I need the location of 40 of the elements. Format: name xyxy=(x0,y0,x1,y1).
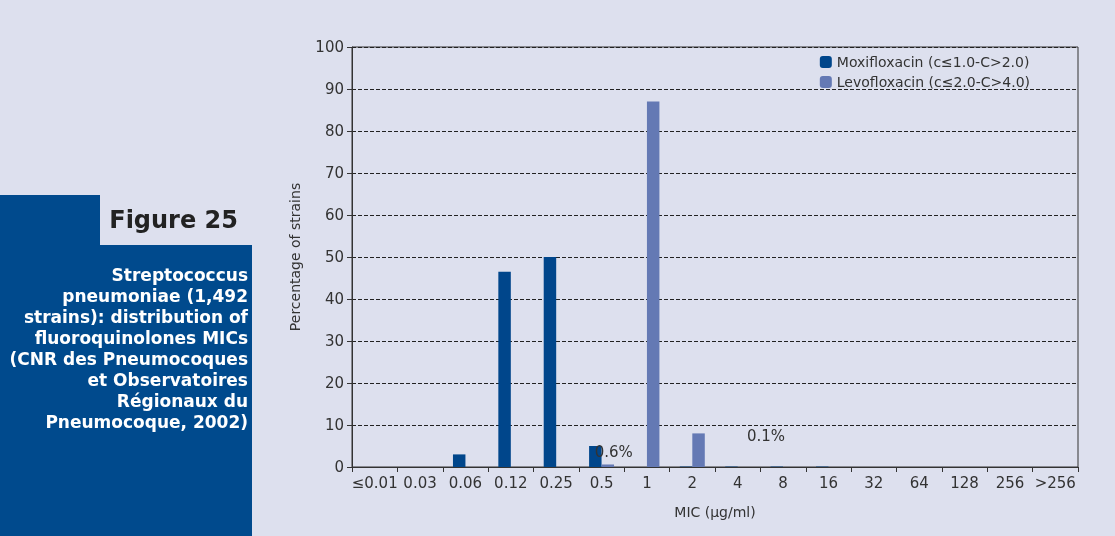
y-tick-label: 40 xyxy=(324,290,344,308)
legend-label: Levofloxacin (c≤2.0-C>4.0) xyxy=(836,74,1030,90)
x-tick-label: ≤0.01 xyxy=(351,473,398,492)
x-tick-label: 0.25 xyxy=(539,473,573,492)
x-tick-label: 64 xyxy=(909,473,929,492)
x-tick-label: 0.03 xyxy=(403,473,437,492)
x-tick-label: 0.12 xyxy=(494,473,528,492)
x-tick-label: 1 xyxy=(642,473,652,492)
bar xyxy=(452,454,466,467)
bar xyxy=(601,464,615,467)
bar xyxy=(498,271,511,467)
y-tick-label: 90 xyxy=(324,80,344,98)
y-tick-label: 80 xyxy=(324,122,344,140)
y-axis-title: Percentage of strains xyxy=(287,182,303,332)
x-tick-label: 32 xyxy=(864,473,884,492)
text: Figure 25 xyxy=(109,206,239,234)
y-tick-label: 20 xyxy=(324,374,344,392)
x-tick-label: >256 xyxy=(1034,473,1076,492)
bar xyxy=(543,257,557,467)
y-tick-label: 30 xyxy=(324,332,344,350)
annotation: 0.1% xyxy=(747,426,786,445)
x-tick-label: 0.5 xyxy=(589,473,614,492)
x-tick-label: 4 xyxy=(732,473,743,492)
text: Streptococcus pneumoniae (1,492 strains): distribution of fluoroquinolones MICs (CNR des Pneumocoques et Observatoires Régionaux du Pneumocoque, 2002) xyxy=(8,265,248,433)
y-tick-label: 100 xyxy=(315,38,344,56)
x-tick-label: 0.06 xyxy=(448,473,483,492)
legend-label: Moxifloxacin (c≤1.0-C>2.0) xyxy=(836,54,1030,70)
y-tick-label: 10 xyxy=(324,416,344,434)
x-axis-title: MIC (µg/ml) xyxy=(674,504,756,520)
y-tick-label: 70 xyxy=(324,164,344,182)
y-tick-label: 0 xyxy=(334,458,344,476)
x-tick-label: 8 xyxy=(778,473,788,492)
x-tick-label: 128 xyxy=(950,473,979,492)
bar xyxy=(692,433,705,467)
y-tick-label: 60 xyxy=(324,206,344,224)
y-tick-label: 50 xyxy=(324,248,344,266)
x-tick-label: 16 xyxy=(818,473,838,492)
bar xyxy=(646,101,660,467)
x-tick-label: 2 xyxy=(687,473,698,492)
x-tick-label: 256 xyxy=(995,473,1025,492)
